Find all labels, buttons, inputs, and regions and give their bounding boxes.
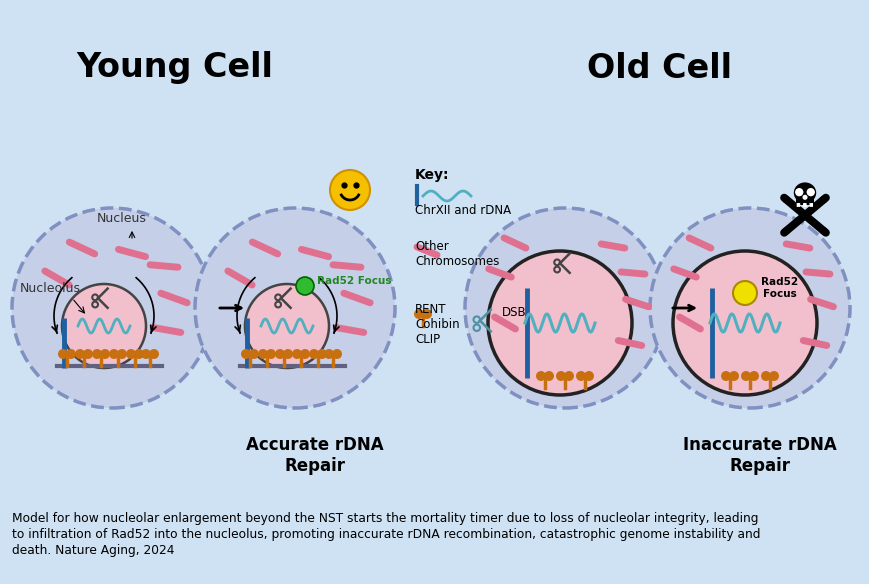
Text: Inaccurate rDNA
Repair: Inaccurate rDNA Repair bbox=[682, 436, 836, 475]
Circle shape bbox=[801, 194, 806, 200]
FancyBboxPatch shape bbox=[795, 196, 813, 205]
Circle shape bbox=[575, 371, 586, 381]
FancyBboxPatch shape bbox=[796, 203, 799, 207]
Circle shape bbox=[583, 371, 594, 381]
Circle shape bbox=[258, 349, 268, 359]
Circle shape bbox=[563, 371, 574, 381]
Circle shape bbox=[740, 371, 750, 381]
FancyBboxPatch shape bbox=[808, 203, 812, 207]
Ellipse shape bbox=[464, 208, 664, 408]
Circle shape bbox=[141, 349, 151, 359]
Circle shape bbox=[245, 284, 328, 368]
Circle shape bbox=[62, 284, 146, 368]
Circle shape bbox=[488, 251, 631, 395]
Text: Rad52 Focus: Rad52 Focus bbox=[316, 276, 391, 286]
Circle shape bbox=[266, 349, 275, 359]
Ellipse shape bbox=[793, 182, 815, 203]
Ellipse shape bbox=[649, 208, 849, 408]
Circle shape bbox=[92, 349, 102, 359]
Circle shape bbox=[760, 371, 770, 381]
Circle shape bbox=[332, 349, 342, 359]
Circle shape bbox=[249, 349, 259, 359]
Ellipse shape bbox=[195, 208, 395, 408]
Circle shape bbox=[733, 281, 756, 305]
Circle shape bbox=[329, 170, 369, 210]
Text: ChrXII and rDNA: ChrXII and rDNA bbox=[415, 204, 511, 217]
Circle shape bbox=[83, 349, 93, 359]
Circle shape bbox=[768, 371, 778, 381]
Circle shape bbox=[109, 349, 119, 359]
Circle shape bbox=[728, 371, 738, 381]
Circle shape bbox=[720, 371, 730, 381]
Circle shape bbox=[543, 371, 554, 381]
Circle shape bbox=[292, 349, 302, 359]
Circle shape bbox=[781, 227, 789, 235]
Text: Nucleus: Nucleus bbox=[97, 211, 147, 224]
Circle shape bbox=[308, 349, 319, 359]
FancyBboxPatch shape bbox=[802, 203, 806, 207]
Circle shape bbox=[300, 349, 309, 359]
Circle shape bbox=[149, 349, 159, 359]
Circle shape bbox=[819, 227, 826, 235]
Circle shape bbox=[66, 349, 76, 359]
Text: death. Nature Aging, 2024: death. Nature Aging, 2024 bbox=[12, 544, 175, 557]
Circle shape bbox=[275, 349, 285, 359]
Circle shape bbox=[282, 349, 293, 359]
Text: DSB: DSB bbox=[501, 306, 526, 319]
Circle shape bbox=[806, 188, 814, 196]
Circle shape bbox=[75, 349, 85, 359]
Circle shape bbox=[748, 371, 758, 381]
Circle shape bbox=[58, 349, 68, 359]
Circle shape bbox=[673, 251, 816, 395]
Text: RENT
Cohibin
CLIP: RENT Cohibin CLIP bbox=[415, 303, 459, 346]
Circle shape bbox=[819, 196, 826, 203]
Circle shape bbox=[134, 349, 144, 359]
Circle shape bbox=[323, 349, 334, 359]
Text: Other
Chromosomes: Other Chromosomes bbox=[415, 240, 499, 268]
Text: Old Cell: Old Cell bbox=[587, 51, 732, 85]
Circle shape bbox=[535, 371, 546, 381]
Circle shape bbox=[100, 349, 109, 359]
Circle shape bbox=[126, 349, 136, 359]
Ellipse shape bbox=[12, 208, 212, 408]
Circle shape bbox=[241, 349, 251, 359]
Text: Key:: Key: bbox=[415, 168, 449, 182]
Text: Model for how nucleolar enlargement beyond the NST starts the mortality timer du: Model for how nucleolar enlargement beyo… bbox=[12, 512, 758, 525]
Circle shape bbox=[116, 349, 127, 359]
Text: to infiltration of Rad52 into the nucleolus, promoting inaccurate rDNA recombina: to infiltration of Rad52 into the nucleo… bbox=[12, 528, 760, 541]
Circle shape bbox=[295, 277, 314, 295]
Circle shape bbox=[555, 371, 566, 381]
Text: Young Cell: Young Cell bbox=[76, 51, 273, 85]
Circle shape bbox=[414, 309, 423, 319]
Circle shape bbox=[421, 309, 432, 319]
Circle shape bbox=[316, 349, 327, 359]
Circle shape bbox=[781, 196, 789, 203]
Text: Accurate rDNA
Repair: Accurate rDNA Repair bbox=[246, 436, 383, 475]
Text: Rad52
Focus: Rad52 Focus bbox=[760, 277, 797, 299]
Circle shape bbox=[794, 188, 802, 196]
Text: Nucleolus: Nucleolus bbox=[19, 281, 81, 294]
